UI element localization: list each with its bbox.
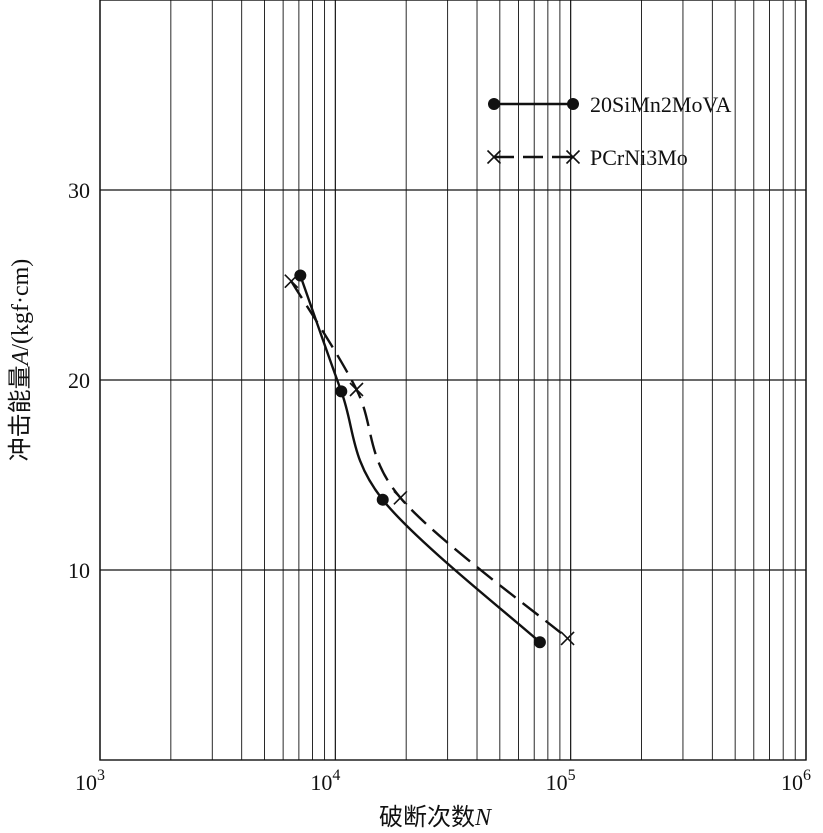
data-point-dashed bbox=[349, 382, 364, 397]
legend-marker-solid bbox=[567, 98, 579, 110]
legend-marker-solid bbox=[488, 98, 500, 110]
x-tick-label: 106 bbox=[781, 767, 811, 795]
cross-stroke bbox=[284, 274, 299, 289]
data-point-dashed bbox=[284, 274, 299, 289]
data-point-dashed bbox=[560, 631, 575, 646]
y-tick-label: 10 bbox=[68, 558, 90, 583]
tick-labels: 103 104 105 106 10 20 30 bbox=[68, 178, 811, 795]
plot-frame bbox=[99, 0, 807, 761]
cross-stroke bbox=[349, 382, 364, 397]
cross-stroke bbox=[560, 631, 575, 646]
x-tick-label: 104 bbox=[310, 767, 340, 795]
legend: 20SiMn2MoVA PCrNi3Mo bbox=[486, 92, 732, 170]
legend-marker-dashed bbox=[486, 149, 502, 165]
data-point-solid bbox=[294, 269, 307, 282]
axis-labels: 破断次数N 冲击能量A/(kgf·cm) bbox=[7, 259, 493, 831]
series-line-solid bbox=[299, 275, 541, 644]
data-point-solid bbox=[533, 636, 546, 649]
x-axis-label: 破断次数N bbox=[379, 804, 493, 831]
data-point-dashed bbox=[393, 490, 408, 505]
fitted-curves bbox=[290, 275, 569, 644]
cross-stroke bbox=[486, 149, 502, 165]
data-markers bbox=[284, 269, 575, 649]
legend-label-dashed: PCrNi3Mo bbox=[590, 145, 688, 170]
series-line-dashed bbox=[290, 280, 569, 640]
legend-marker-dashed bbox=[565, 149, 581, 165]
cross-stroke bbox=[565, 149, 581, 165]
legend-label-solid: 20SiMn2MoVA bbox=[590, 92, 732, 117]
grid bbox=[99, 0, 807, 761]
x-tick-label: 105 bbox=[546, 767, 576, 795]
x-tick-label: 103 bbox=[75, 767, 105, 795]
data-point-solid bbox=[335, 385, 348, 398]
y-tick-label: 30 bbox=[68, 178, 90, 203]
cross-stroke bbox=[393, 490, 408, 505]
y-axis-label: 冲击能量A/(kgf·cm) bbox=[7, 259, 34, 462]
y-tick-label: 20 bbox=[68, 368, 90, 393]
data-point-solid bbox=[376, 493, 389, 506]
